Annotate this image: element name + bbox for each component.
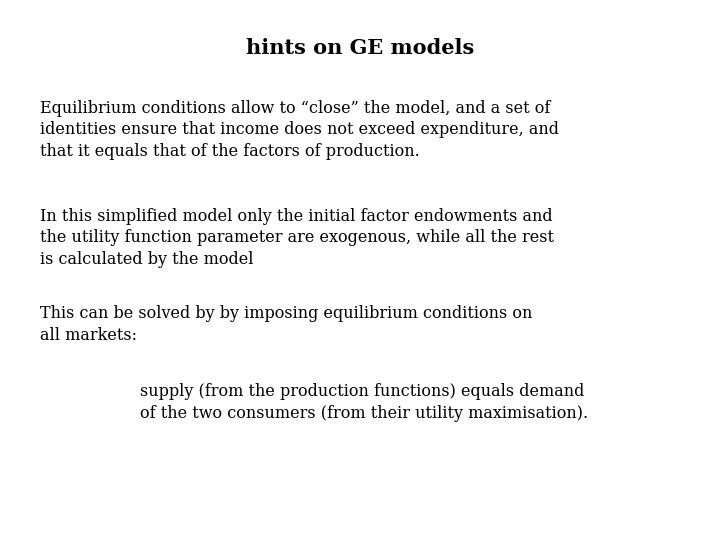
- Text: hints on GE models: hints on GE models: [246, 38, 474, 58]
- Text: supply (from the production functions) equals demand
of the two consumers (from : supply (from the production functions) e…: [140, 383, 588, 422]
- Text: Equilibrium conditions allow to “close” the model, and a set of
identities ensur: Equilibrium conditions allow to “close” …: [40, 100, 559, 160]
- Text: In this simplified model only the initial factor endowments and
the utility func: In this simplified model only the initia…: [40, 208, 554, 268]
- Text: This can be solved by by imposing equilibrium conditions on
all markets:: This can be solved by by imposing equili…: [40, 305, 532, 343]
